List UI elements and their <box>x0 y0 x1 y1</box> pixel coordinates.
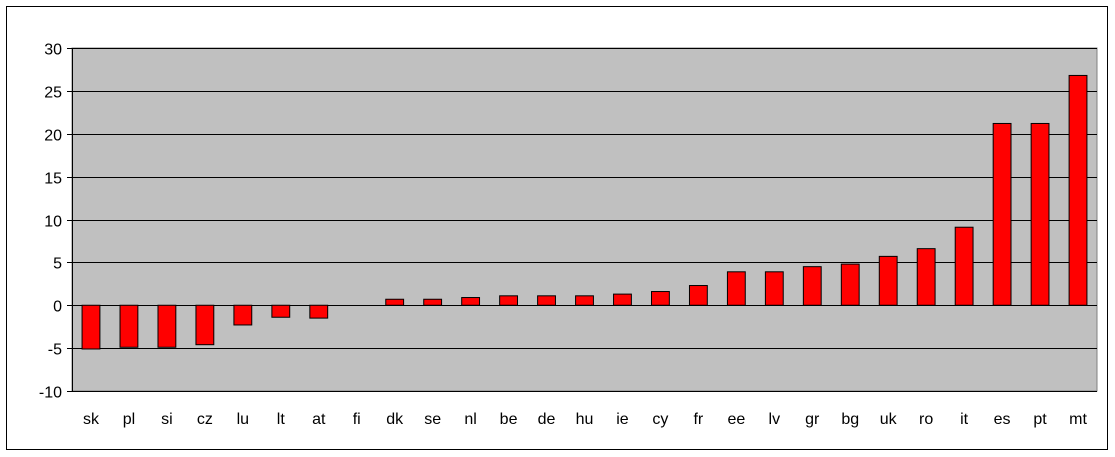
bar-lu <box>233 304 253 326</box>
y-tick-label: 25 <box>44 85 62 102</box>
x-tick-label: pl <box>123 411 135 428</box>
x-tick-label: lt <box>277 411 286 428</box>
bar-de <box>537 295 556 306</box>
x-tick-label: it <box>960 411 969 428</box>
x-tick-label: se <box>424 411 441 428</box>
bar-pl <box>119 304 139 348</box>
x-tick-label: at <box>312 411 326 428</box>
x-tick-label: fi <box>353 411 361 428</box>
bar-es <box>992 122 1012 306</box>
y-tick-label: 15 <box>44 171 62 188</box>
plot-area <box>71 47 1098 392</box>
bar-sk <box>81 304 101 350</box>
bar-be <box>499 295 518 306</box>
x-tick-label: be <box>500 411 518 428</box>
bar-ee <box>726 271 746 306</box>
bar-bg <box>840 263 860 306</box>
y-tick-label: 0 <box>53 299 62 316</box>
bar-mt <box>1068 74 1088 306</box>
bar-pt <box>1030 122 1050 306</box>
x-tick-label: ro <box>919 411 933 428</box>
x-tick-label: de <box>538 411 556 428</box>
x-tick-label: ee <box>727 411 745 428</box>
x-tick-label: bg <box>841 411 859 428</box>
y-tick-label: -5 <box>48 342 62 359</box>
x-tick-label: ie <box>616 411 629 428</box>
y-tick-label: 5 <box>53 256 62 273</box>
bar-nl <box>461 297 481 306</box>
x-tick-label: cy <box>652 411 668 428</box>
x-tick-label: sk <box>83 411 100 428</box>
x-tick-label: hu <box>576 411 594 428</box>
bar-ro <box>916 248 936 306</box>
x-tick-label: dk <box>386 411 404 428</box>
bar-uk <box>878 255 898 306</box>
x-tick-label: es <box>994 411 1011 428</box>
bar-at <box>309 304 329 319</box>
y-tick-label: 30 <box>44 42 62 59</box>
x-tick-label: cz <box>197 411 213 428</box>
bar-cy <box>651 291 670 306</box>
x-tick-label: uk <box>880 411 898 428</box>
x-tick-label: si <box>161 411 173 428</box>
x-tick-label: fr <box>693 411 703 428</box>
bar-hu <box>575 295 594 306</box>
bar-cz <box>195 304 215 346</box>
x-tick-label: lu <box>237 411 249 428</box>
bar-lv <box>764 271 784 306</box>
bar-dk <box>385 298 405 306</box>
bar-fr <box>688 285 708 306</box>
bar-lt <box>271 304 291 318</box>
bar-gr <box>802 266 822 306</box>
x-tick-label: pt <box>1033 411 1047 428</box>
y-tick-label: 20 <box>44 128 62 145</box>
y-tick-label: 10 <box>44 214 62 231</box>
bar-se <box>423 298 443 306</box>
bar-si <box>157 304 177 348</box>
x-tick-label: mt <box>1069 411 1087 428</box>
y-tick-label: -10 <box>39 385 62 402</box>
x-tick-label: gr <box>805 411 820 428</box>
bar-ie <box>613 293 632 306</box>
bar-it <box>954 226 974 306</box>
x-tick-label: nl <box>464 411 476 428</box>
x-tick-label: lv <box>769 411 781 428</box>
